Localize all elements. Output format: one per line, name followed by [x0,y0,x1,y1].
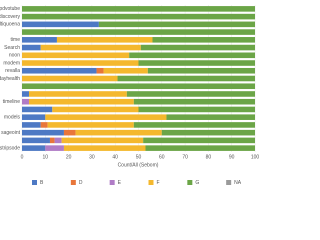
y-tick-label: modem [3,60,20,66]
bar-segment [145,145,255,151]
bar-segment [22,122,41,128]
bar-segment [138,106,255,113]
bar-segment [133,122,255,128]
bar-segment [117,75,255,82]
bar-segment [22,83,255,90]
x-tick-label: 10 [43,154,49,160]
y-tick-label: timeline [3,99,20,105]
bar-segment [22,145,46,151]
legend-label: E [118,180,122,186]
bar-segment [22,67,97,74]
bar-segment [52,106,139,113]
y-tick-label: Search [4,45,20,51]
x-axis-label: Count/All (Sebom) [118,162,159,168]
x-tick-label: 80 [206,154,212,160]
bar-segment [152,37,255,43]
bar-segment [129,52,255,59]
x-tick-label: 50 [136,154,142,160]
x-tick-label: 100 [251,154,260,160]
bar-segment [22,13,255,20]
x-tick-label: 30 [89,154,95,160]
y-tick-label: discovery [0,14,20,20]
legend-swatch [148,180,154,185]
y-tick-label: models [4,115,21,121]
bar-segment [22,75,118,82]
bar-segment [22,106,53,113]
bar-segment [22,21,99,28]
bar-segment [103,67,148,74]
legend-label: NA [234,180,242,186]
bar-segment [166,114,255,120]
legend-swatch [187,180,193,185]
y-tick-label: revalla [5,68,20,74]
bar-segment [22,137,50,144]
x-tick-label: 20 [66,154,72,160]
legend-label: F [157,180,160,186]
bar-segment [98,21,255,28]
bar-segment [28,91,127,97]
bar-segment [22,29,255,35]
bar-segment [40,122,48,128]
y-tick-label: dayhealth [0,76,20,82]
bar-segment [47,122,134,128]
y-tick-label: time [11,37,21,43]
bar-segment [133,98,255,105]
bar-segment [96,67,104,74]
legend-swatch [109,180,115,185]
y-tick-label: noon [9,53,20,59]
chart: Count/All (Sebom) 0 10 20 30 40 50 60 70 80 90 100… [0,5,260,186]
bar-segment [63,145,146,151]
bar-segment [28,98,134,105]
legend-swatch [32,180,37,185]
x-tick-label: 60 [159,154,165,160]
legend-label: B [40,180,44,186]
bar-segment [54,137,62,144]
x-tick-label: 0 [21,154,24,160]
bar-segment [140,44,255,51]
bar-segment [22,60,139,66]
bar-segment [56,37,153,43]
y-tick-label: ecpdvotube [0,6,20,12]
x-tick-label: 40 [112,154,118,160]
bar-segment [22,6,255,12]
bar-segment [45,145,64,151]
y-tick-label: dtiquoena [0,22,20,28]
bar-segment [143,137,255,144]
bar-segment [22,44,41,51]
bar-segment [22,37,57,43]
bar-segment [61,137,144,144]
bar-segment [22,52,130,59]
x-tick-label: 70 [182,154,188,160]
bar-segment [138,60,255,66]
bar-segment [22,91,29,97]
bar-segment [126,91,255,97]
y-tick-label: sageoint [1,130,21,136]
bar-segment [22,114,46,120]
bar-segment [22,98,29,105]
bar-segment [161,129,255,136]
bar-segment [40,44,141,51]
bar-segment [147,67,255,74]
legend-label: D [79,180,83,186]
legend-swatch [226,180,232,185]
bar-segment [22,129,64,136]
bar-segment [75,129,162,136]
bar-segment [63,129,76,136]
y-tick-label: stripsode [0,145,20,151]
x-tick-label: 90 [229,154,235,160]
legend-label: G [195,180,199,186]
legend-swatch [70,180,76,185]
bar-segment [49,137,55,144]
bar-segment [45,114,167,120]
